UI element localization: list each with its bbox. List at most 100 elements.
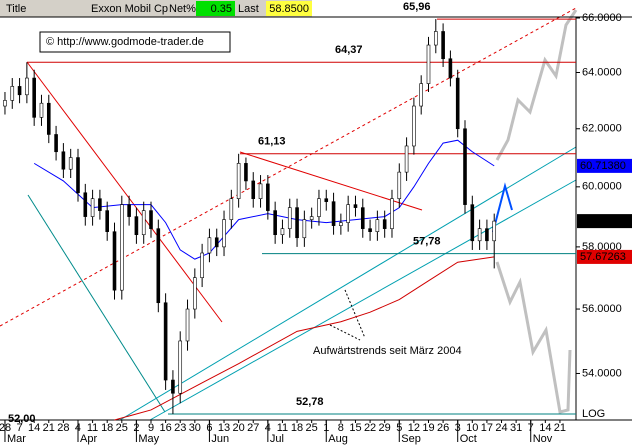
- candle-body: [463, 128, 467, 205]
- candle-body: [258, 183, 263, 199]
- candle-body: [360, 207, 365, 229]
- trend-line: [119, 146, 577, 421]
- header-net-value: 0.35: [211, 3, 232, 15]
- level-label: 52,78: [296, 396, 324, 408]
- candle-body: [448, 58, 453, 79]
- x-tick-label: 26: [437, 422, 449, 434]
- x-tick-label: 24: [495, 422, 507, 434]
- candle-body: [134, 216, 139, 236]
- candle-body: [83, 192, 88, 217]
- candle-body: [222, 219, 226, 248]
- low-label: 52,00: [8, 413, 36, 425]
- y-tick-label: 58.0000: [582, 241, 622, 253]
- header-name: Exxon Mobil Cp: [91, 3, 168, 15]
- x-tick-label: 13: [218, 422, 230, 434]
- candle-body: [346, 204, 350, 223]
- header-last-value: 58.8500: [269, 3, 309, 15]
- month-label: Sep: [401, 433, 421, 445]
- candle-body: [368, 228, 372, 232]
- scale-label: LOG: [582, 408, 605, 420]
- candle-body: [68, 157, 73, 170]
- candle-body: [397, 171, 402, 199]
- level-label: 64,37: [335, 44, 363, 56]
- level-label: 65,96: [403, 1, 431, 13]
- candle-body: [280, 228, 285, 236]
- candle-body: [485, 228, 489, 242]
- y-tick-label: 62.0000: [582, 123, 622, 135]
- candle-body: [149, 210, 153, 229]
- candle-body: [433, 31, 438, 46]
- candle-body: [470, 204, 475, 242]
- header: Title Exxon Mobil Cp Net% 0.35 Last 58.8…: [0, 0, 312, 17]
- candle-body: [178, 340, 183, 394]
- header-last-label: Last: [238, 3, 259, 15]
- projection-line: [495, 261, 572, 414]
- month-label: Jul: [270, 433, 284, 445]
- header-title: Title: [6, 3, 26, 15]
- x-tick-label: 18: [291, 422, 303, 434]
- trend-line: [26, 61, 223, 323]
- candle-body: [25, 77, 29, 96]
- x-tick-label: 20: [233, 422, 245, 434]
- x-tick-label: 27: [247, 422, 259, 434]
- x-tick-label: 28: [57, 422, 69, 434]
- level-label: 61,13: [258, 136, 286, 148]
- trend-line: [149, 179, 577, 421]
- value-tag: [577, 214, 632, 229]
- candle-body: [419, 83, 423, 107]
- trend-lines: [0, 7, 578, 421]
- candle-body: [112, 231, 117, 291]
- y-tick-label: 64.0000: [582, 66, 622, 78]
- copyright: © http://www.godmode-trader.de: [46, 36, 204, 48]
- candle-body: [90, 198, 95, 217]
- month-label: Aug: [328, 433, 348, 445]
- x-tick-label: 15: [349, 422, 361, 434]
- x-tick-label: 11: [87, 422, 98, 434]
- x-tick-label: 18: [101, 422, 113, 434]
- month-label: Apr: [80, 433, 97, 445]
- candle-body: [455, 77, 460, 130]
- candle-body: [3, 100, 7, 107]
- x-tick-label: 11: [277, 422, 288, 434]
- x-tick-label: 16: [159, 422, 171, 434]
- candle-body: [324, 198, 329, 202]
- candle-body: [39, 102, 44, 118]
- y-tick-label: 56.0000: [582, 303, 622, 315]
- x-tick-label: 30: [189, 422, 201, 434]
- month-label: Mar: [7, 433, 26, 445]
- y-tick-label: 60.0000: [582, 181, 622, 193]
- candle-body: [54, 134, 58, 153]
- x-tick-label: 12: [408, 422, 420, 434]
- candle-body: [477, 228, 482, 242]
- x-tick-label: 14: [539, 422, 551, 434]
- y-tick-label: 54.0000: [582, 367, 622, 379]
- candle-body: [273, 210, 277, 236]
- x-tick-label: 22: [364, 422, 376, 434]
- month-label: Jun: [211, 433, 229, 445]
- month-label: Oct: [460, 433, 477, 445]
- x-tick-label: 25: [306, 422, 318, 434]
- x-tick-label: 28: [0, 422, 11, 434]
- value-tag-label: 58.8500: [580, 215, 620, 227]
- x-tick-label: 7: [17, 422, 23, 434]
- candle-body: [441, 31, 445, 60]
- net-cell: [196, 1, 235, 16]
- last-cell: [266, 1, 312, 16]
- projection-line: [495, 9, 578, 161]
- candle-body: [375, 219, 380, 232]
- candle-body: [404, 145, 409, 173]
- trend-note: Aufwärtstrends seit März 2004: [313, 345, 462, 357]
- month-label: May: [138, 433, 159, 445]
- month-label: Nov: [533, 433, 553, 445]
- candle-body: [251, 180, 256, 199]
- candle-body: [171, 379, 175, 394]
- candle-body: [141, 210, 146, 236]
- candle-body: [317, 198, 321, 217]
- candle-body: [10, 86, 15, 101]
- candle-body: [382, 219, 387, 229]
- x-tick-label: 21: [554, 422, 566, 434]
- candle-body: [295, 207, 299, 239]
- candle-body: [236, 163, 241, 199]
